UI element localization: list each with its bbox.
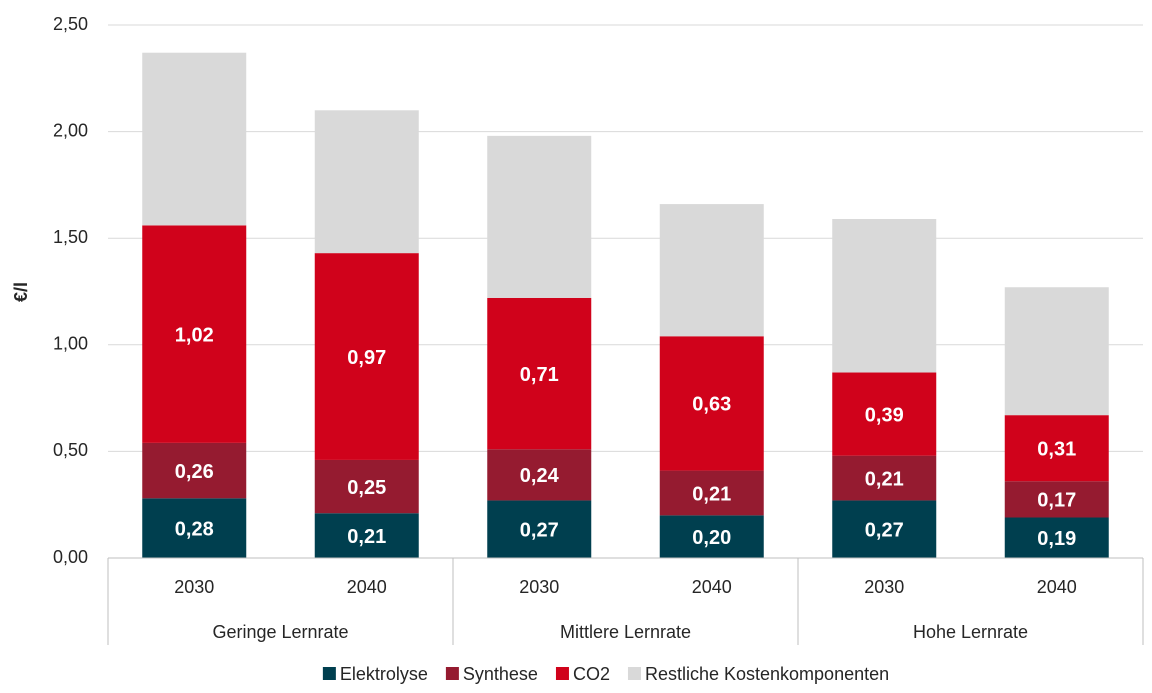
data-label: 0,71 [520,364,559,386]
data-label: 1,02 [175,324,214,346]
bar-segment [832,219,937,373]
legend-swatch [555,667,569,680]
y-tick-label: 1,00 [53,334,88,354]
data-label: 0,21 [692,483,731,505]
y-tick-label: 0,00 [53,547,88,567]
bar-segment [314,110,419,254]
legend-label: CO2 [573,664,610,684]
bar-segment [832,455,937,501]
legend-swatch [322,667,336,680]
bar-segment [1004,287,1109,416]
bar-segment [832,500,937,558]
bar-segment [832,372,937,456]
data-label: 0,97 [347,347,386,369]
data-label: 0,24 [520,465,560,487]
data-label: 0,39 [865,404,904,426]
legend-swatch [445,667,459,680]
bar-segment [1004,517,1109,558]
bar-segment [659,470,764,516]
bar-segment [142,52,247,226]
data-label: 0,19 [1037,528,1076,550]
bar-segment [659,336,764,471]
data-label: 0,27 [520,519,559,541]
group-label: Mittlere Lernrate [560,622,691,642]
data-label: 0,21 [347,526,386,548]
legend-label: Restliche Kostenkomponenten [645,664,889,684]
x-tick-label: 2030 [864,577,904,597]
y-tick-label: 1,50 [53,227,88,247]
bar-segment [487,135,592,298]
bar-segment [1004,415,1109,482]
x-tick-label: 2040 [692,577,732,597]
legend-label: Elektrolyse [340,664,428,684]
x-tick-label: 2030 [519,577,559,597]
data-label: 0,25 [347,477,386,499]
bar-segment [314,513,419,558]
bar-segment [314,459,419,514]
y-axis-label: €/l [11,282,31,302]
bar-segment [142,498,247,558]
data-label: 0,28 [175,518,214,540]
bar-segment [659,204,764,337]
legend-label: Synthese [463,664,538,684]
bar-segment [142,225,247,443]
data-label: 0,17 [1037,490,1076,512]
group-label: Hohe Lernrate [913,622,1028,642]
data-label: 0,21 [865,468,904,490]
y-tick-label: 2,50 [53,14,88,34]
y-tick-label: 2,00 [53,120,88,140]
legend-swatch [627,667,641,680]
x-tick-label: 2030 [174,577,214,597]
bar-segment [487,449,592,501]
bar-segment [142,442,247,499]
data-label: 0,26 [175,461,214,483]
y-tick-label: 0,50 [53,440,88,460]
data-label: 0,20 [692,527,731,549]
group-label: Geringe Lernrate [212,622,348,642]
bar-segment [314,253,419,460]
data-label: 0,27 [865,519,904,541]
data-label: 0,63 [692,394,731,416]
bar-segment [487,500,592,558]
bar-segment [1004,481,1109,518]
bar-segment [659,515,764,558]
bar-segment [487,297,592,450]
x-tick-label: 2040 [347,577,387,597]
x-tick-label: 2040 [1037,577,1077,597]
data-label: 0,31 [1037,438,1076,460]
